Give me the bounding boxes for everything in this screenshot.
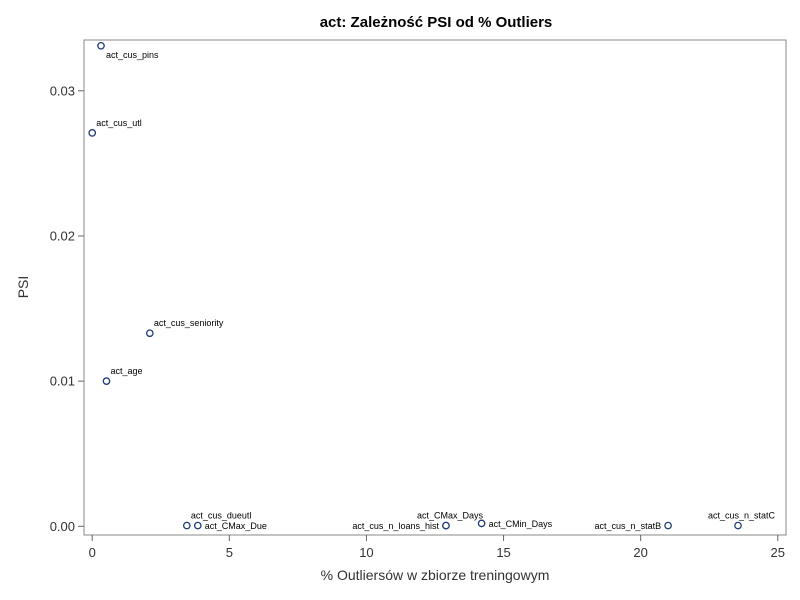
y-tick-label: 0.01 [50,374,75,389]
point-label: act_cus_utl [96,118,142,128]
point-label: act_CMax_Due [205,521,267,531]
plot-frame [83,39,787,536]
x-axis-label: % Outliersów w zbiorze treningowym [321,567,550,583]
y-axis: 0.00 0.01 0.02 0.03 [50,83,84,534]
point-label: act_cus_n_loans_hist [352,521,439,531]
point-label: act_cus_n_statC [708,511,776,521]
data-point [664,521,672,530]
data-point [182,521,191,530]
point-label: act_cus_pins [106,50,159,60]
x-axis: 0 5 10 15 20 25 [89,535,785,560]
data-points: act_cus_pins act_cus_utl act_cus_seniority… [88,41,776,531]
data-point [442,521,450,530]
point-label: act_cus_dueutl [191,511,252,521]
point-label: act_age [110,366,142,376]
x-tick-label: 20 [633,545,647,560]
point-label: act_CMin_Days [489,519,553,529]
data-point [97,41,105,50]
data-point [477,519,486,528]
data-point [102,377,111,385]
x-tick-label: 15 [496,545,510,560]
point-label: act_CMax_Days [417,511,484,521]
data-point [193,521,202,530]
x-tick-label: 10 [359,545,373,560]
data-point [145,329,154,338]
point-label: act_cus_seniority [154,318,224,328]
y-tick-label: 0.00 [50,519,75,534]
y-axis-label: PSI [15,276,31,299]
data-point [88,129,97,137]
y-tick-label: 0.03 [50,83,75,98]
x-tick-label: 0 [89,545,96,560]
x-tick-label: 25 [771,545,785,560]
point-label: act_cus_n_statB [595,521,662,531]
y-tick-label: 0.02 [50,228,75,243]
chart-title: act: Zależność PSI od % Outliers [320,14,553,31]
x-tick-label: 5 [226,545,233,560]
data-point [734,521,742,530]
